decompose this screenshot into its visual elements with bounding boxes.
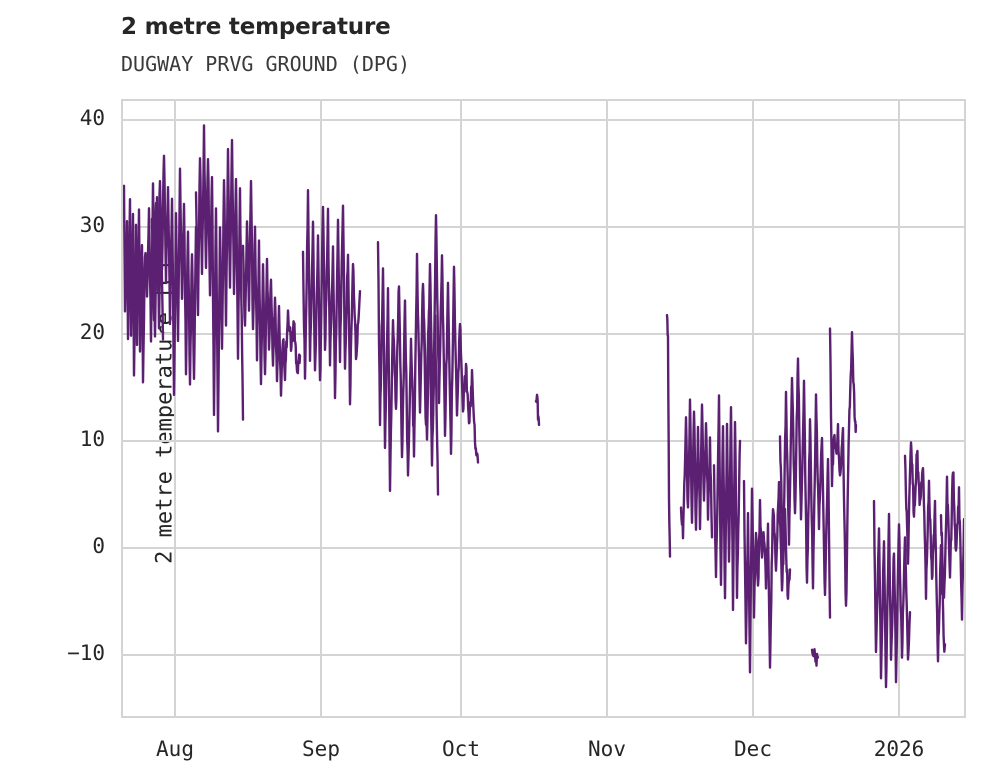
series-segment	[778, 357, 832, 619]
gridline-vertical	[898, 99, 900, 718]
series-segment	[903, 441, 947, 663]
series-segment	[742, 479, 792, 674]
y-axis-tick-label: 30	[79, 213, 105, 237]
gridline-horizontal	[121, 119, 966, 121]
series-segment	[150, 154, 198, 397]
plot-area: 2 metre temperature [C]	[121, 99, 966, 718]
temperature-series	[122, 124, 966, 689]
gridline-horizontal	[121, 547, 966, 549]
y-axis-tick-label: 40	[79, 106, 105, 130]
series-segment	[810, 647, 820, 667]
gridline-vertical	[606, 99, 608, 718]
series-segment	[872, 499, 912, 689]
y-axis-tick-label: 10	[79, 427, 105, 451]
gridline-horizontal	[121, 226, 966, 228]
y-axis-tick-label: 20	[79, 320, 105, 344]
series-segment	[665, 313, 672, 558]
y-axis-tick-label: 0	[92, 534, 105, 558]
gridline-vertical	[174, 99, 176, 718]
series-segment	[534, 393, 541, 427]
series-segment	[679, 398, 714, 540]
series-segment	[828, 327, 858, 607]
gridline-vertical	[752, 99, 754, 718]
gridline-horizontal	[121, 440, 966, 442]
x-axis-tick-label: Nov	[588, 737, 626, 761]
gridline-vertical	[320, 99, 322, 718]
x-axis-tick-label: Dec	[734, 737, 772, 761]
x-axis-tick-label: Oct	[442, 737, 480, 761]
gridline-vertical	[460, 99, 462, 718]
x-axis-tick-label: 2026	[873, 737, 925, 761]
chart-title: 2 metre temperature	[121, 14, 391, 40]
series-segment	[194, 124, 245, 433]
series-segment	[712, 394, 742, 612]
series-segment	[939, 471, 966, 621]
chart-subtitle: DUGWAY PRVG GROUND (DPG)	[121, 52, 410, 76]
x-axis-tick-label: Aug	[156, 737, 194, 761]
y-axis-tick-label: −10	[67, 641, 105, 665]
series-segment	[422, 214, 480, 464]
x-axis-tick-label: Sep	[302, 737, 340, 761]
gridline-horizontal	[121, 654, 966, 656]
gridline-horizontal	[121, 333, 966, 335]
series-segment	[301, 189, 362, 406]
series-segment	[241, 179, 302, 397]
